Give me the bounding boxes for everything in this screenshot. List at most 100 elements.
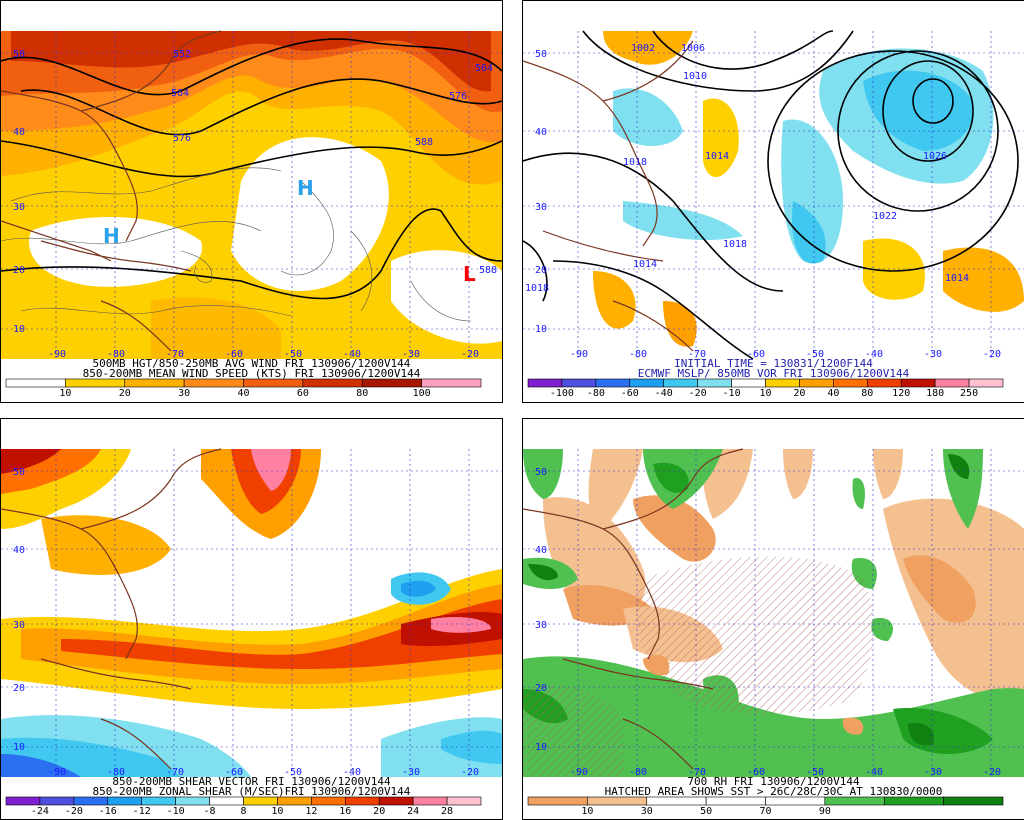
- colorbar-p2: [527, 378, 1004, 388]
- colorbar-swatch: [107, 796, 143, 806]
- colorbar-label: -80: [586, 388, 605, 399]
- svg-text:50: 50: [13, 467, 25, 478]
- colorbar-label: -40: [654, 388, 673, 399]
- contour-labels-p1: 552 564 564 576 576 588 588: [171, 49, 497, 276]
- contour-label: 1026: [923, 151, 947, 162]
- colorbar-label: -8: [203, 806, 216, 817]
- svg-text:-40: -40: [343, 349, 361, 360]
- colorbar-swatch: [527, 378, 563, 388]
- svg-text:50: 50: [13, 49, 25, 60]
- contour-labels-p2: 1002 1006 1010 1014 1018 1018 1014 1022 …: [525, 43, 969, 294]
- map-mslp-vorticity: 1002 1006 1010 1014 1018 1018 1014 1022 …: [523, 30, 1024, 388]
- map-wind-speed: 552 564 564 576 576 588 588 H H L 50 40 3…: [1, 30, 502, 388]
- svg-text:-80: -80: [107, 767, 125, 778]
- svg-text:-20: -20: [983, 767, 1001, 778]
- colorbar-swatch: [378, 796, 414, 806]
- colorbar-label: 50: [700, 806, 713, 817]
- colorbar-swatch: [824, 796, 885, 806]
- colorbar-label: -10: [722, 388, 741, 399]
- caption-line-1: 500MB HGT/850-250MB AVG WIND FRI 130906/…: [92, 357, 411, 370]
- svg-text:-30: -30: [924, 349, 942, 360]
- svg-text:40: 40: [535, 127, 547, 138]
- svg-text:-70: -70: [688, 349, 706, 360]
- contour-label: 588: [415, 137, 433, 148]
- colorbar-swatch: [243, 796, 278, 806]
- colorbar-swatch: [421, 378, 482, 388]
- svg-text:40: 40: [535, 545, 547, 556]
- colorbar-swatch: [5, 796, 41, 806]
- colorbar-swatch: [65, 378, 126, 388]
- colorbar-label: 10: [59, 388, 72, 399]
- svg-text:40: 40: [13, 545, 25, 556]
- map-700-rh: 50 40 30 20 10 -90 -80 -70 -60 -50 -40 -30 -20: [523, 448, 1024, 806]
- contour-label: 1018: [623, 157, 647, 168]
- svg-text:20: 20: [535, 265, 547, 276]
- colorbar-label: 10: [581, 806, 594, 817]
- colorbar-label: 24: [407, 806, 420, 817]
- colorbar-label: 40: [237, 388, 250, 399]
- contour-label: 1006: [681, 43, 705, 54]
- colorbar-swatch: [446, 796, 482, 806]
- map-zonal-shear: 50 40 30 20 10 -90 -80 -70 -60 -50 -40 -30 -20: [1, 448, 502, 806]
- svg-text:-40: -40: [865, 349, 883, 360]
- axis-labels-p4: 50 40 30 20 10 -90 -80 -70 -60 -50 -40 -30 -20: [535, 467, 1001, 778]
- caption-line-1: 850-200MB SHEAR VECTOR FRI 130906/1200V1…: [112, 775, 391, 788]
- colorbar-swatch: [141, 796, 176, 806]
- svg-text:-90: -90: [570, 349, 588, 360]
- colorbar-label: 90: [818, 806, 831, 817]
- colorbar-swatch: [412, 796, 448, 806]
- colorbar-label: -16: [98, 806, 117, 817]
- caption-line-1: 700 RH FRI 130906/1200V144: [687, 775, 860, 788]
- svg-text:-60: -60: [747, 349, 765, 360]
- svg-text:10: 10: [13, 324, 25, 335]
- colorbar-swatch: [124, 378, 185, 388]
- colorbar-swatch: [705, 796, 766, 806]
- colorbar-label: 12: [305, 806, 318, 817]
- colorbar-label: 10: [759, 388, 772, 399]
- svg-text:30: 30: [13, 620, 25, 631]
- contour-label: 588: [479, 265, 497, 276]
- colorbar-swatch: [361, 378, 422, 388]
- colorbar-swatch: [344, 796, 380, 806]
- axis-labels-p3: 50 40 30 20 10 -90 -80 -70 -60 -50 -40 -30 -20: [13, 467, 479, 778]
- colorbar-swatch: [866, 378, 902, 388]
- colorbar-swatch: [243, 378, 304, 388]
- colorbar-swatch: [39, 796, 75, 806]
- colorbar-label: 180: [926, 388, 945, 399]
- colorbar-label: 80: [861, 388, 874, 399]
- contour-label: 1018: [723, 239, 747, 250]
- svg-text:-70: -70: [166, 767, 184, 778]
- colorbar-swatch: [277, 796, 312, 806]
- svg-text:-20: -20: [983, 349, 1001, 360]
- colorbar-label: 60: [296, 388, 309, 399]
- colorbar-label: -12: [132, 806, 151, 817]
- svg-text:-70: -70: [688, 767, 706, 778]
- colorbar-swatch: [629, 378, 665, 388]
- colorbar-swatch: [731, 378, 766, 388]
- colorbar-swatch: [595, 378, 631, 388]
- colorbar-label: -20: [688, 388, 707, 399]
- contour-label: 1014: [945, 273, 969, 284]
- svg-text:-50: -50: [284, 349, 302, 360]
- high-pressure-marker: H: [297, 176, 314, 200]
- svg-text:-70: -70: [166, 349, 184, 360]
- svg-text:40: 40: [13, 127, 25, 138]
- colorbar-p3: [5, 796, 482, 806]
- colorbar-label: 20: [373, 806, 386, 817]
- colorbar-label: 20: [118, 388, 131, 399]
- colorbar-swatch: [527, 796, 588, 806]
- contour-label: 564: [475, 63, 493, 74]
- svg-text:-50: -50: [284, 767, 302, 778]
- colorbar-swatch: [663, 378, 698, 388]
- svg-text:-60: -60: [747, 767, 765, 778]
- svg-text:20: 20: [13, 265, 25, 276]
- colorbar-swatch: [765, 378, 800, 388]
- colorbar-swatch: [183, 378, 244, 388]
- svg-text:-40: -40: [343, 767, 361, 778]
- panel-700-rh: 50 40 30 20 10 -90 -80 -70 -60 -50 -40 -30 -20…: [522, 418, 1024, 820]
- colorbar-swatch: [73, 796, 109, 806]
- svg-text:-90: -90: [48, 767, 66, 778]
- colorbar-label: 70: [759, 806, 772, 817]
- colorbar-swatch: [968, 378, 1004, 388]
- contour-label: 1018: [525, 283, 549, 294]
